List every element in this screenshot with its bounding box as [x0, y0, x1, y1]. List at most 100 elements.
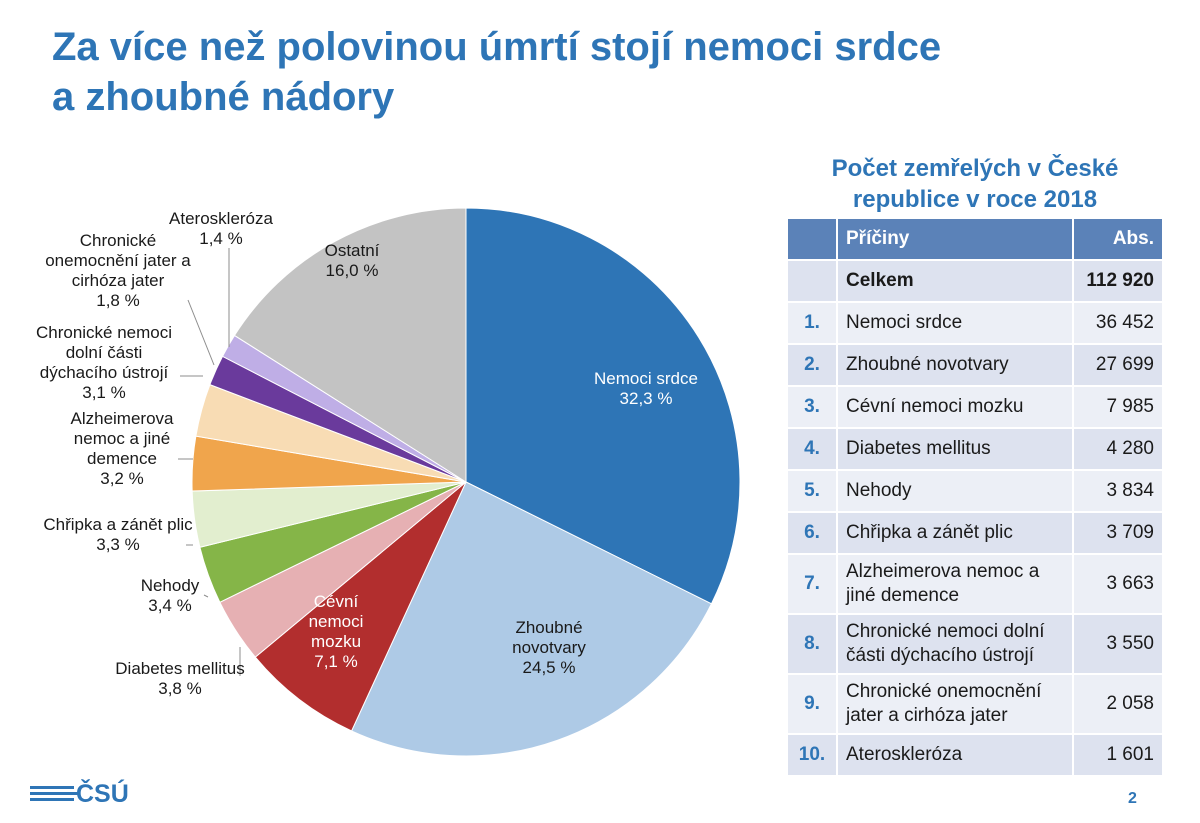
- table-body: Celkem 112 920 1. Nemoci srdce 36 452 2. Zho…: [786, 259, 1164, 777]
- slice-label-line: Nehody: [141, 576, 200, 595]
- slice-label-line: dolní části: [66, 343, 143, 362]
- row-cause: Diabetes mellitus: [836, 427, 1074, 471]
- row-number: 7.: [786, 553, 838, 615]
- table-row: 2. Zhoubné novotvary 27 699: [786, 343, 1164, 387]
- slice-label-line: Diabetes mellitus: [115, 659, 244, 678]
- row-cause: Ateroskleróza: [836, 733, 1074, 777]
- row-cause: Chronické onemocnění jater a cirhóza jat…: [836, 673, 1074, 735]
- row-number: 1.: [786, 301, 838, 345]
- slice-value: 3,4 %: [148, 596, 191, 615]
- slice-label-line: novotvary: [512, 638, 586, 657]
- slice-label: Chronické nemoci dolní části dýchacího úst…: [36, 323, 172, 402]
- table-title: Počet zemřelých v České republice v roce…: [786, 153, 1164, 215]
- slice-label-line: Chřipka a zánět plic: [43, 515, 193, 534]
- slice-label: Ostatní 16,0 %: [325, 241, 380, 280]
- row-number: 4.: [786, 427, 838, 471]
- slice-label-line: Cévní: [314, 592, 359, 611]
- slice-label: Nemoci srdce 32,3 %: [594, 369, 698, 408]
- row-number: 3.: [786, 385, 838, 429]
- pie-slice: [254, 481, 467, 732]
- row-number: 5.: [786, 469, 838, 513]
- table-row: 3. Cévní nemoci mozku 7 985: [786, 385, 1164, 429]
- row-value: 3 709: [1072, 511, 1164, 555]
- slice-value: 1,4 %: [199, 229, 242, 248]
- table-row: 1. Nemoci srdce 36 452: [786, 301, 1164, 345]
- row-number: 6.: [786, 511, 838, 555]
- slice-label-line: demence: [87, 449, 157, 468]
- deaths-table: Příčiny Abs. Celkem 112 920 1. Nemoci srd…: [786, 217, 1164, 777]
- slice-value: 3,1 %: [82, 383, 125, 402]
- row-value: 4 280: [1072, 427, 1164, 471]
- row-number: 8.: [786, 613, 838, 675]
- row-cause: Nehody: [836, 469, 1074, 513]
- table-row: 9. Chronické onemocnění jater a cirhóza j…: [786, 673, 1164, 735]
- slice-value: 32,3 %: [620, 389, 673, 408]
- slice-label: Chřipka a zánět plic 3,3 %: [43, 515, 193, 554]
- slice-label: Ateroskleróza 1,4 %: [169, 209, 273, 248]
- row-value: 2 058: [1072, 673, 1164, 735]
- slice-label: Nehody 3,4 %: [141, 576, 200, 615]
- slice-label: Diabetes mellitus 3,8 %: [115, 659, 244, 698]
- row-value: 1 601: [1072, 733, 1164, 777]
- row-cause: Nemoci srdce: [836, 301, 1074, 345]
- slice-label-line: Ostatní: [325, 241, 380, 260]
- slice-value: 16,0 %: [326, 261, 379, 280]
- row-value: 36 452: [1072, 301, 1164, 345]
- slice-label-line: Chronické nemoci: [36, 323, 172, 342]
- row-value: 3 663: [1072, 553, 1164, 615]
- row-value: 112 920: [1072, 259, 1164, 303]
- row-cause: Chronické nemoci dolní části dýchacího ú…: [836, 613, 1074, 675]
- row-number: 9.: [786, 673, 838, 735]
- slide-title-line-1: Za více než polovinou úmrtí stojí nemoci…: [52, 25, 942, 69]
- row-cause: Zhoubné novotvary: [836, 343, 1074, 387]
- logo-text: ČSÚ: [76, 780, 129, 808]
- row-cause: Cévní nemoci mozku: [836, 385, 1074, 429]
- slice-value: 3,8 %: [158, 679, 201, 698]
- pie-slice: [233, 207, 467, 483]
- row-cause: Alzheimerova nemoc a jiné demence: [836, 553, 1074, 615]
- row-number: 2.: [786, 343, 838, 387]
- row-value: 7 985: [1072, 385, 1164, 429]
- slice-label-line: nemoci: [309, 612, 364, 631]
- table-row: 6. Chřipka a zánět plic 3 709: [786, 511, 1164, 555]
- slice-label-line: onemocnění jater a: [45, 251, 191, 270]
- table-header-row: Příčiny Abs.: [786, 217, 1164, 261]
- page-number: 2: [1128, 790, 1137, 807]
- table-total-row: Celkem 112 920: [786, 259, 1164, 303]
- slice-value: 7,1 %: [314, 652, 357, 671]
- table-row: 7. Alzheimerova nemoc a jiné demence 3 663: [786, 553, 1164, 615]
- slice-value: 3,2 %: [100, 469, 143, 488]
- slice-label-line: mozku: [311, 632, 361, 651]
- header-abs: Abs.: [1072, 217, 1164, 261]
- slice-value: 1,8 %: [96, 291, 139, 310]
- table-row: 5. Nehody 3 834: [786, 469, 1164, 513]
- row-number: 10.: [786, 733, 838, 777]
- row-cause: Chřipka a zánět plic: [836, 511, 1074, 555]
- header-cause: Příčiny: [836, 217, 1074, 261]
- table-row: 8. Chronické nemoci dolní části dýchacího…: [786, 613, 1164, 675]
- slice-label: Zhoubné novotvary 24,5 %: [512, 618, 586, 677]
- slice-label-line: Nemoci srdce: [594, 369, 698, 388]
- slice-label-line: Ateroskleróza: [169, 209, 273, 228]
- slide-title-line-2: a zhoubné nádory: [52, 75, 395, 119]
- slice-label-line: Alzheimerova: [71, 409, 175, 428]
- slice-label: Chronické onemocnění jater a cirhóza jater…: [45, 231, 191, 310]
- slice-label: Alzheimerova nemoc a jiné demence 3,2 %: [71, 409, 175, 488]
- row-value: 27 699: [1072, 343, 1164, 387]
- logo-bars-icon: [30, 786, 80, 802]
- row-number: [786, 259, 838, 303]
- pie-slice: [350, 481, 713, 757]
- slice-label: Cévní nemoci mozku 7,1 %: [309, 592, 364, 671]
- slice-value: 24,5 %: [523, 658, 576, 677]
- row-value: 3 550: [1072, 613, 1164, 675]
- slice-value: 3,3 %: [96, 535, 139, 554]
- leader-line: [203, 594, 209, 598]
- leader-line: [187, 299, 215, 366]
- cause-of-death-pie-chart: Nemoci srdce 32,3 % Zhoubné novotvary 24,5 %…: [36, 207, 741, 757]
- table-title-line-1: Počet zemřelých v České: [831, 155, 1119, 182]
- pie-slice: [465, 207, 741, 605]
- slice-label-line: Zhoubné: [515, 618, 582, 637]
- slice-label-line: Chronické: [80, 231, 157, 250]
- table-row: 4. Diabetes mellitus 4 280: [786, 427, 1164, 471]
- row-cause: Celkem: [836, 259, 1074, 303]
